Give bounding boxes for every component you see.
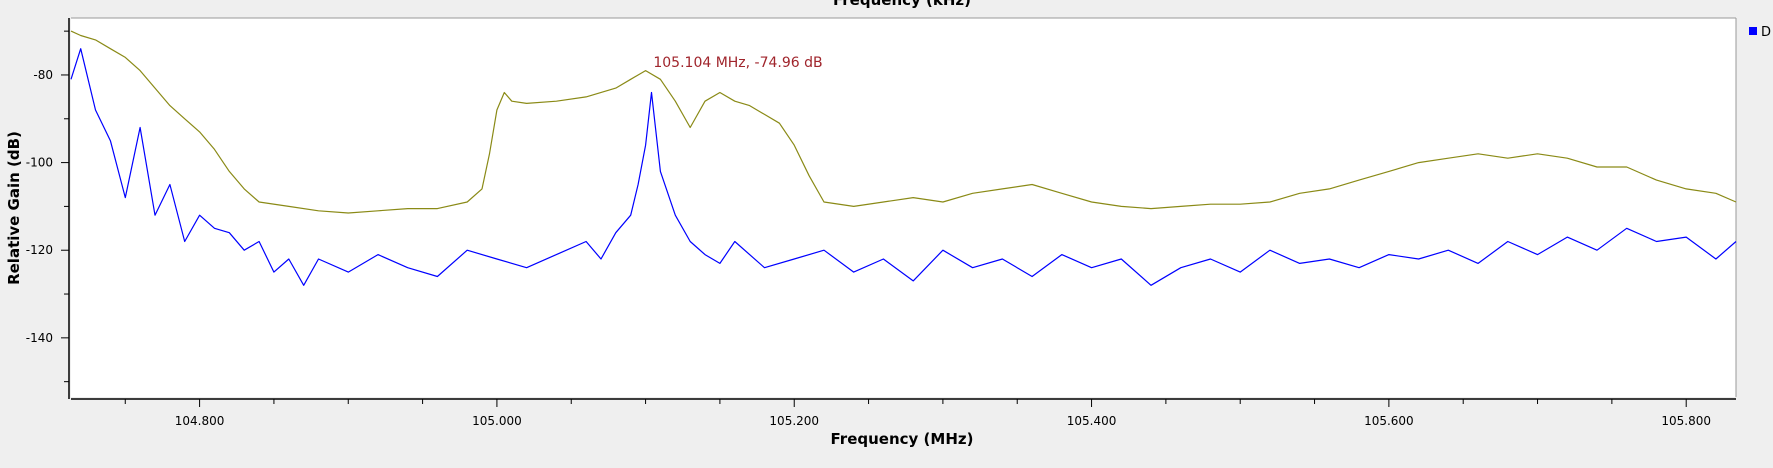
x-axis-ticks: 104.800 105.000 105.200 105.400 105.600 105.8…: [124, 399, 1711, 428]
x-axis-title: Frequency (MHz): [831, 430, 974, 448]
legend: D: [1749, 25, 1771, 40]
y-axis-ticks: -80 -100 -120 -140: [26, 30, 69, 383]
y-axis-title: Relative Gain (dB): [5, 131, 23, 285]
x-tick-label: 105.000: [472, 414, 522, 428]
plot-area: [71, 18, 1736, 397]
y-tick-label: -140: [26, 331, 53, 345]
legend-entry: D: [1761, 25, 1771, 40]
x-tick-label: 104.800: [175, 414, 225, 428]
top-axis-title: Frequency (kHz): [833, 0, 971, 9]
series-layer: [70, 30, 1737, 286]
x-tick-label: 105.400: [1067, 414, 1117, 428]
y-tick-label: -80: [33, 68, 53, 82]
series-line-1: [70, 30, 1737, 214]
x-tick-label: 105.800: [1661, 414, 1711, 428]
peak-marker-label: 105.104 MHz, -74.96 dB: [653, 55, 822, 71]
y-tick-label: -120: [26, 243, 53, 257]
legend-swatch: [1749, 27, 1757, 35]
x-tick-label: 105.600: [1364, 414, 1414, 428]
x-tick-label: 105.200: [769, 414, 819, 428]
series-line-0: [70, 48, 1737, 286]
y-tick-label: -100: [26, 156, 53, 170]
